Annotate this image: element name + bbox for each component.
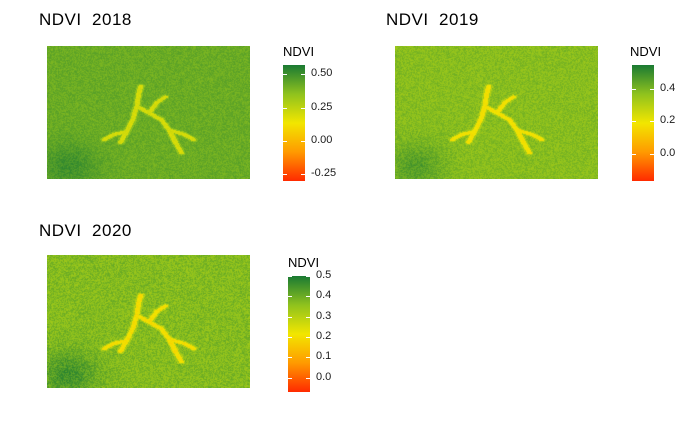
legend-tick-mark: [301, 107, 305, 109]
legend-tick-mark: [306, 377, 310, 379]
legend-tick-label: 0.1: [316, 350, 332, 363]
legend-tick-mark: [301, 141, 305, 142]
legend-tick-mark: [306, 357, 310, 359]
ndvi-raster-map: [47, 255, 250, 388]
legend-tick-label: -0.25: [311, 167, 337, 180]
legend-tick-mark: [288, 377, 292, 379]
legend-tick-mark: [650, 121, 654, 123]
legend-tick-label: 0.00: [311, 134, 333, 146]
panel-title: NDVI 2019: [386, 10, 479, 29]
legend-tick-mark: [306, 276, 310, 277]
legend-tick-mark: [288, 276, 292, 277]
legend-tick-label: 0.3: [316, 309, 332, 322]
legend-tick-label: 0.25: [311, 100, 333, 113]
legend-tick-mark: [632, 89, 636, 91]
legend-title: NDVI: [283, 44, 315, 59]
legend-tick-label: 0.0: [316, 370, 332, 383]
ndvi-raster-map: [47, 46, 250, 179]
legend-tick-label: 0.50: [311, 67, 333, 80]
legend-colorbar: [288, 276, 310, 392]
legend-tick-label: 0.5: [316, 269, 332, 281]
legend-tick-mark: [288, 337, 292, 339]
panel-title: NDVI 2018: [39, 10, 132, 29]
legend-tick-mark: [306, 296, 310, 298]
legend-tick-mark: [283, 174, 287, 176]
legend-tick-mark: [283, 107, 287, 109]
legend-tick-mark: [301, 174, 305, 176]
legend-title: NDVI: [288, 255, 320, 270]
legend-tick-mark: [306, 316, 310, 318]
legend-tick-label: 0.2: [660, 114, 676, 127]
legend-tick-mark: [288, 357, 292, 359]
legend-tick-label: 0.2: [316, 330, 332, 343]
ndvi-raster-map: [395, 46, 598, 179]
legend-colorbar: [283, 65, 305, 181]
legend-tick-label: 0.0: [660, 146, 676, 159]
legend-colorbar: [632, 65, 654, 181]
panel-title: NDVI 2020: [39, 221, 132, 240]
legend-tick-mark: [650, 89, 654, 91]
legend-tick-mark: [288, 316, 292, 318]
legend-tick-mark: [306, 337, 310, 339]
legend-title: NDVI: [630, 44, 662, 59]
legend-tick-mark: [288, 296, 292, 298]
legend-tick-mark: [301, 74, 305, 76]
legend-tick-label: 0.4: [316, 289, 332, 302]
legend-tick-mark: [283, 141, 287, 142]
legend-tick-mark: [632, 121, 636, 123]
legend-tick-mark: [283, 74, 287, 76]
legend-tick-mark: [632, 153, 636, 155]
legend-tick-mark: [650, 153, 654, 155]
legend-tick-label: 0.4: [660, 82, 676, 95]
